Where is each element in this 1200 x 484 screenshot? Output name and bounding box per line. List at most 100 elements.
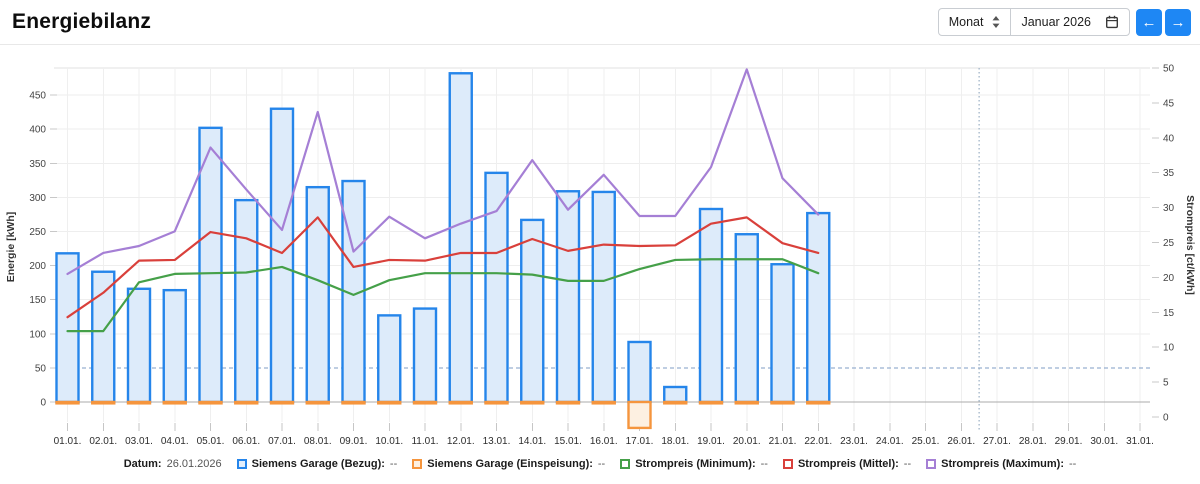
bar-bezug-16.01.[interactable] <box>591 190 616 404</box>
period-select[interactable]: Monat <box>939 9 1011 35</box>
line-strompreis-maximum[interactable] <box>66 68 820 276</box>
period-select-value: Monat <box>948 15 984 29</box>
x-tick-label: 07.01. <box>268 436 296 447</box>
bar-einspeisung-13.01.[interactable] <box>484 400 509 405</box>
left-tick-label: 100 <box>29 329 46 340</box>
bar-bezug-04.01.[interactable] <box>162 288 187 404</box>
bar-bezug-22.01.[interactable] <box>806 211 831 404</box>
x-tick-label: 05.01. <box>197 436 225 447</box>
legend-datum-value: 26.01.2026 <box>166 458 222 470</box>
bar-bezug-05.01.[interactable] <box>198 126 223 404</box>
line-strompreis-minimum[interactable] <box>66 258 820 333</box>
bar-einspeisung-06.01.[interactable] <box>234 400 259 405</box>
bar-bezug-08.01.[interactable] <box>305 185 330 404</box>
bar-einspeisung-02.01.[interactable] <box>91 400 116 405</box>
prev-period-button[interactable]: ← <box>1136 8 1162 36</box>
bar-einspeisung-21.01.[interactable] <box>770 400 795 405</box>
bar-bezug-10.01.[interactable] <box>377 314 402 404</box>
bar-bezug-02.01.[interactable] <box>91 270 116 404</box>
bar-bezug-19.01.[interactable] <box>698 207 724 404</box>
legend-label: Siemens Garage (Einspeisung): <box>427 458 593 470</box>
legend-item-einspeisung[interactable]: Siemens Garage (Einspeisung): -- <box>412 458 605 470</box>
bar-einspeisung-14.01.[interactable] <box>520 400 545 405</box>
x-tick-label: 29.01. <box>1055 436 1083 447</box>
bar-bezug-13.01.[interactable] <box>484 171 509 404</box>
legend-swatch-maximum <box>926 459 937 469</box>
bar-einspeisung-17.01.[interactable] <box>627 400 652 430</box>
arrow-left-icon: ← <box>1141 13 1157 31</box>
period-date-group: Monat Januar 2026 <box>937 8 1130 36</box>
bar-bezug-17.01.[interactable] <box>627 340 652 404</box>
bar-bezug-18.01.[interactable] <box>663 385 688 404</box>
legend-label: Siemens Garage (Bezug): <box>251 458 385 470</box>
bar-einspeisung-04.01.[interactable] <box>162 400 187 405</box>
left-tick-label: 150 <box>29 295 46 306</box>
bar-einspeisung-05.01.[interactable] <box>198 400 223 405</box>
next-period-button[interactable]: → <box>1165 8 1191 36</box>
legend-item-strompreis-minimum[interactable]: Strompreis (Minimum): -- <box>620 458 768 470</box>
x-tick-label: 17.01. <box>626 436 654 447</box>
bar-einspeisung-16.01.[interactable] <box>591 400 616 405</box>
x-tick-label: 12.01. <box>447 436 475 447</box>
x-tick-label: 16.01. <box>590 436 618 447</box>
bar-bezug-11.01.[interactable] <box>412 307 438 404</box>
right-axis-title: Strompreis [ct/kWh] <box>1184 195 1196 295</box>
bar-einspeisung-09.01.[interactable] <box>341 400 366 405</box>
legend-item-datum: Datum: 26.01.2026 <box>124 458 222 470</box>
bar-einspeisung-15.01.[interactable] <box>555 400 581 405</box>
legend-value: -- <box>389 458 398 470</box>
left-axis-title: Energie [kWh] <box>5 212 17 283</box>
right-tick-label: 35 <box>1163 168 1175 179</box>
legend-item-strompreis-mittel[interactable]: Strompreis (Mittel): -- <box>782 458 912 470</box>
bar-einspeisung-19.01.[interactable] <box>698 400 724 405</box>
x-tick-label: 14.01. <box>518 436 546 447</box>
bar-einspeisung-10.01.[interactable] <box>377 400 402 405</box>
bar-bezug-12.01.[interactable] <box>448 72 473 404</box>
right-tick-label: 20 <box>1163 273 1175 284</box>
right-tick-label: 50 <box>1163 64 1175 75</box>
bar-einspeisung-20.01.[interactable] <box>734 400 759 405</box>
x-tick-label: 21.01. <box>769 436 797 447</box>
bar-bezug-01.01.[interactable] <box>55 252 80 404</box>
header: Energiebilanz Monat Januar 2026 <box>0 0 1200 45</box>
left-tick-label: 350 <box>29 159 46 170</box>
bar-einspeisung-12.01.[interactable] <box>448 400 473 405</box>
left-tick-label: 400 <box>29 125 46 136</box>
legend-swatch-mittel <box>782 459 793 469</box>
bar-einspeisung-18.01.[interactable] <box>663 400 688 405</box>
legend-value: -- <box>903 458 912 470</box>
x-tick-label: 09.01. <box>340 436 368 447</box>
right-tick-label: 40 <box>1163 133 1175 144</box>
bar-bezug-15.01.[interactable] <box>555 190 581 404</box>
bar-bezug-03.01.[interactable] <box>126 287 152 404</box>
bar-einspeisung-08.01.[interactable] <box>305 400 330 405</box>
bar-einspeisung-22.01.[interactable] <box>806 400 831 405</box>
header-controls: Monat Januar 2026 ← → <box>937 8 1191 36</box>
bar-bezug-14.01.[interactable] <box>520 218 545 404</box>
bar-bezug-21.01.[interactable] <box>770 263 795 404</box>
date-picker[interactable]: Januar 2026 <box>1010 9 1129 35</box>
legend-swatch-einspeisung <box>412 459 423 469</box>
bar-einspeisung-03.01.[interactable] <box>126 400 152 405</box>
legend-item-strompreis-maximum[interactable]: Strompreis (Maximum): -- <box>926 458 1076 470</box>
left-tick-label: 450 <box>29 91 46 102</box>
bar-einspeisung-11.01.[interactable] <box>412 400 438 405</box>
legend-value: -- <box>1068 458 1077 470</box>
bar-einspeisung-07.01.[interactable] <box>269 400 295 405</box>
line-strompreis-mittel[interactable] <box>66 216 820 319</box>
right-tick-label: 0 <box>1163 413 1169 424</box>
left-tick-label: 300 <box>29 193 46 204</box>
right-tick-label: 15 <box>1163 308 1175 319</box>
bar-einspeisung-01.01.[interactable] <box>55 400 80 405</box>
calendar-icon <box>1106 15 1119 29</box>
date-picker-value: Januar 2026 <box>1021 15 1091 29</box>
bar-bezug-06.01.[interactable] <box>234 198 259 404</box>
legend-item-bezug[interactable]: Siemens Garage (Bezug): -- <box>236 458 398 470</box>
left-tick-label: 200 <box>29 261 46 272</box>
x-tick-label: 18.01. <box>661 436 689 447</box>
x-tick-label: 26.01. <box>947 436 975 447</box>
x-tick-label: 06.01. <box>232 436 260 447</box>
left-tick-label: 250 <box>29 227 46 238</box>
bar-bezug-07.01.[interactable] <box>269 107 295 404</box>
